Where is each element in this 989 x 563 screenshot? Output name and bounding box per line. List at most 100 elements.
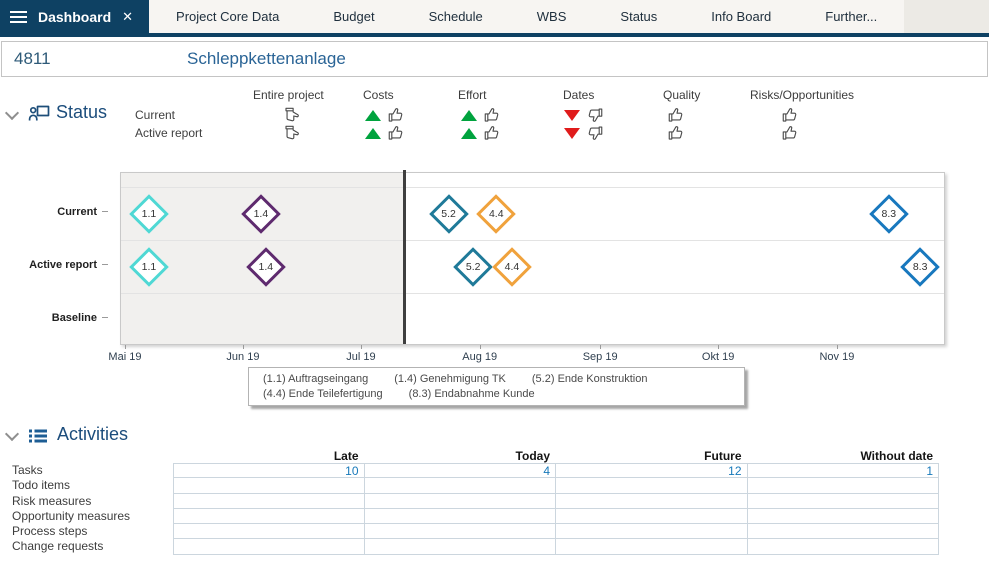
trend-up-icon <box>461 127 477 139</box>
axis-label-jun-19: Jun 19 <box>226 351 260 363</box>
activities-cell-opportunity-measures-today <box>364 508 556 525</box>
lane-separator <box>121 187 944 188</box>
tab-list: Project Core Data Budget Schedule WBS Status… <box>149 0 904 33</box>
activities-col-future: Future <box>704 449 742 463</box>
activities-col-late: Late <box>333 449 359 463</box>
thumb-up-icon <box>668 126 683 140</box>
tab-info-board[interactable]: Info Board <box>711 9 772 24</box>
tab-status[interactable]: Status <box>620 9 658 24</box>
activities-cell-opportunity-measures-future <box>556 508 748 525</box>
close-tab-icon[interactable]: ✕ <box>122 9 134 24</box>
activities-cell-tasks-without-date[interactable]: 1 <box>747 463 939 479</box>
axis-tick <box>242 345 244 349</box>
axis-label-nov-19: Nov 19 <box>819 351 855 363</box>
status-entire-project-active-report <box>283 124 301 142</box>
milestone-label: 5.2 <box>441 207 456 220</box>
milestone-label: 4.4 <box>504 260 520 273</box>
axis-label-aug-19: Aug 19 <box>462 351 498 363</box>
activities-cell-opportunity-measures-without-date <box>747 508 939 525</box>
activities-cell-todo-items-future <box>556 478 748 494</box>
trend-down-icon <box>564 109 580 121</box>
today-line <box>403 170 407 344</box>
milestone-8.3-current[interactable]: 8.3 <box>868 193 910 235</box>
activities-row-process-steps: Process steps <box>12 524 88 539</box>
tab-further[interactable]: Further... <box>825 9 878 24</box>
thumb-down-icon <box>588 126 603 140</box>
activities-cell-tasks-future[interactable]: 12 <box>556 463 748 479</box>
activities-cell-change-requests-future <box>556 539 748 555</box>
thumb-down-icon <box>588 108 603 122</box>
thumb-neutral-icon <box>285 107 299 122</box>
status-row-active-report: Active report <box>135 126 203 140</box>
status-section-title: Status <box>56 102 108 122</box>
activities-column-headers: Late Today Future Without date <box>0 449 939 463</box>
axis-tick <box>360 345 362 349</box>
tab-budget[interactable]: Budget <box>333 9 375 24</box>
milestone-8.3-active-report[interactable]: 8.3 <box>899 246 941 288</box>
milestone-label: 8.3 <box>881 207 897 220</box>
axis-tick <box>836 345 838 349</box>
activities-cell-tasks-today[interactable]: 4 <box>364 463 556 479</box>
milestone-5.2-current[interactable]: 5.2 <box>428 193 470 235</box>
legend-item-4.4: (4.4) Ende Teilefertigung <box>263 388 383 400</box>
milestone-plot-area: 1.1 1.4 5.2 4.4 8.3 1.1 1.4 5.2 4.4 8.3 <box>120 170 945 345</box>
milestone-4.4-active-report[interactable]: 4.4 <box>491 246 533 288</box>
status-risks-opportunities-current <box>781 106 799 124</box>
activities-cell-risk-measures-late <box>173 493 365 509</box>
activities-cell-process-steps-late <box>173 524 365 540</box>
thumb-up-icon <box>388 126 403 140</box>
milestone-label: 1.1 <box>141 207 157 220</box>
tab-dashboard[interactable]: Dashboard ✕ <box>0 0 150 33</box>
legend-item-1.1: (1.1) Auftragseingang <box>263 373 369 385</box>
thumb-up-icon <box>484 126 499 140</box>
milestone-1.4-current[interactable]: 1.4 <box>240 193 282 235</box>
activities-section-icon <box>29 429 47 443</box>
milestone-chart: Current Active report Baseline 1.1 1.4 5.2 4.… <box>0 170 989 366</box>
lane-separator <box>121 293 944 294</box>
milestone-5.2-active-report[interactable]: 5.2 <box>452 246 494 288</box>
activities-cell-tasks-late[interactable]: 10 <box>173 463 365 479</box>
status-quality-active-report <box>667 124 685 142</box>
tab-wbs[interactable]: WBS <box>536 9 567 24</box>
trend-up-icon <box>365 109 381 121</box>
status-col-dates: Dates <box>563 88 595 102</box>
thumb-up-icon <box>388 108 403 122</box>
menu-icon[interactable] <box>10 10 27 23</box>
activities-header-spacer <box>0 449 173 463</box>
thumb-up-icon <box>484 108 499 122</box>
activities-row-todo-items: Todo items <box>12 478 71 493</box>
axis-tick <box>124 345 126 349</box>
tab-underline <box>0 33 989 37</box>
status-risks-opportunities-active-report <box>781 124 799 142</box>
milestone-label: 1.4 <box>258 260 274 273</box>
tab-bar: Dashboard ✕ Project Core Data Budget Sched… <box>0 0 989 33</box>
milestone-label: 4.4 <box>488 207 504 220</box>
milestone-1.1-active-report[interactable]: 1.1 <box>128 246 170 288</box>
thumb-up-icon <box>668 108 683 122</box>
collapse-activities-icon[interactable] <box>4 426 20 442</box>
status-col-effort: Effort <box>458 88 487 102</box>
milestone-1.4-active-report[interactable]: 1.4 <box>245 246 287 288</box>
milestone-4.4-current[interactable]: 4.4 <box>475 193 517 235</box>
activities-table: Tasks 10 4 12 1 Todo items Risk measures Opport… <box>0 463 939 555</box>
activities-cell-risk-measures-without-date <box>747 493 939 509</box>
activities-cell-risk-measures-today <box>364 493 556 509</box>
status-col-costs: Costs <box>363 88 394 102</box>
tab-bar-filler <box>904 0 989 33</box>
activities-col-today: Today <box>515 449 550 463</box>
trend-down-icon <box>564 127 580 139</box>
tab-schedule[interactable]: Schedule <box>428 9 483 24</box>
milestone-label: 1.4 <box>253 207 269 220</box>
status-effort-active-report <box>461 124 501 142</box>
chart-row-baseline: Baseline <box>52 312 108 324</box>
activities-cell-opportunity-measures-late <box>173 508 365 525</box>
activities-col-without-date: Without date <box>860 449 933 463</box>
thumb-up-icon <box>782 108 797 122</box>
activities-row-risk-measures: Risk measures <box>12 493 92 508</box>
collapse-status-icon[interactable] <box>4 105 20 121</box>
project-id: 4811 <box>14 49 51 68</box>
thumb-up-icon <box>782 126 797 140</box>
tab-project-core-data[interactable]: Project Core Data <box>176 9 280 24</box>
milestone-1.1-current[interactable]: 1.1 <box>128 193 170 235</box>
